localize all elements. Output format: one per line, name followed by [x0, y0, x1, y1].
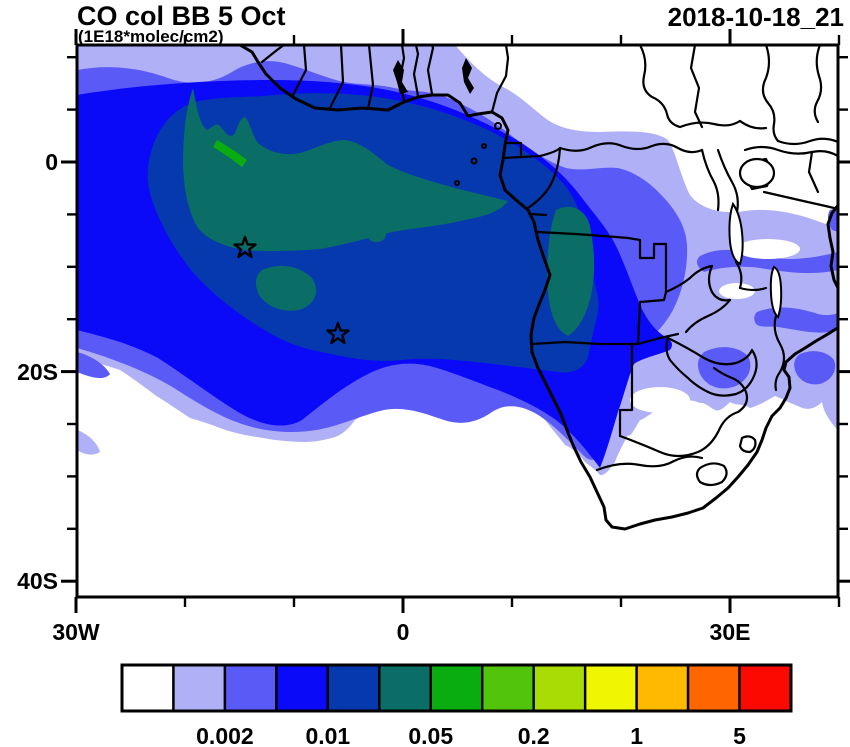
y-tick-label-40s: 40S [17, 568, 58, 594]
colorbar-tick-label-4: 1 [630, 723, 643, 747]
colorbar-cell-7 [481, 663, 535, 713]
white-hole-botswana [630, 387, 690, 413]
colorbar-cell-0 [120, 663, 175, 713]
lake-malawi [769, 265, 783, 319]
colorbar-frame [120, 663, 793, 713]
timestamp-label: 2018-10-18_21 [667, 2, 844, 32]
axis-ticks [61, 29, 850, 613]
colorbar-tick-label-5: 5 [733, 723, 746, 747]
africa-coastline [238, 45, 838, 531]
colorbar-cell-12 [738, 663, 793, 713]
colorbar-cell-3 [275, 663, 330, 713]
colorbar-tick-label-0: 0.002 [196, 723, 254, 747]
contour-0p02-lower-lobe [255, 265, 317, 311]
lakes [393, 58, 783, 487]
contour-0p05-streak [213, 140, 247, 167]
lake-tanganyika [728, 201, 744, 266]
colorbar-cells [120, 663, 793, 713]
x-tick-label-0: 0 [397, 619, 410, 645]
x-tick-label-30w: 30W [52, 619, 100, 645]
station-markers [233, 235, 350, 345]
colorbar-cell-10 [635, 663, 690, 713]
colorbar-cell-11 [686, 663, 741, 713]
colorbar-cell-2 [223, 663, 278, 713]
contour-0p002-se-patch2 [794, 351, 836, 385]
y-tick-label-0: 0 [45, 149, 58, 175]
niger-delta-channels [462, 58, 474, 94]
contour-0p02-manta [183, 88, 508, 252]
x-tick-label-30e: 30E [710, 619, 751, 645]
map-frame [75, 43, 840, 599]
y-tick-label-20s: 20S [17, 359, 58, 385]
lesotho-border [695, 462, 728, 487]
star-marker-1 [233, 235, 257, 259]
colorbar-cell-6 [429, 663, 484, 713]
units-label: (1E18*molec/cm2) [78, 27, 224, 46]
lake-victoria [738, 157, 776, 189]
country-borders [260, 45, 838, 472]
contour-0p002-sw-edge [77, 352, 110, 379]
contour-fill-layers [77, 45, 838, 597]
colorbar-cell-5 [378, 663, 432, 713]
colorbar-tick-label-2: 0.05 [408, 723, 453, 747]
colorbar-labels: 0.002 0.01 0.05 0.2 1 5 [196, 723, 746, 747]
lake-volta [393, 60, 408, 94]
contour-0p02-islet [367, 225, 387, 243]
colorbar-cell-8 [532, 663, 587, 713]
contour-0p02-angola-lobe [547, 206, 595, 336]
colorbar-cell-4 [326, 663, 381, 713]
eswatini-border [738, 435, 757, 454]
contour-0p002-se-patch1 [697, 347, 751, 389]
island-principe [481, 143, 487, 149]
colorbar-cell-1 [172, 663, 227, 713]
island-sao-tome [470, 157, 478, 165]
white-hole-band2 [719, 283, 755, 299]
colorbar-tick-label-1: 0.01 [305, 723, 350, 747]
island-bioko [494, 122, 502, 130]
colorbar-tick-label-3: 0.2 [518, 723, 550, 747]
page-title: CO col BB 5 Oct [77, 1, 286, 31]
colorbar-cell-9 [583, 663, 638, 713]
island-annobon [454, 180, 460, 186]
white-hole-band1 [736, 239, 800, 259]
contour-0p001-sw-wisp [77, 430, 100, 455]
star-marker-2 [326, 321, 350, 345]
